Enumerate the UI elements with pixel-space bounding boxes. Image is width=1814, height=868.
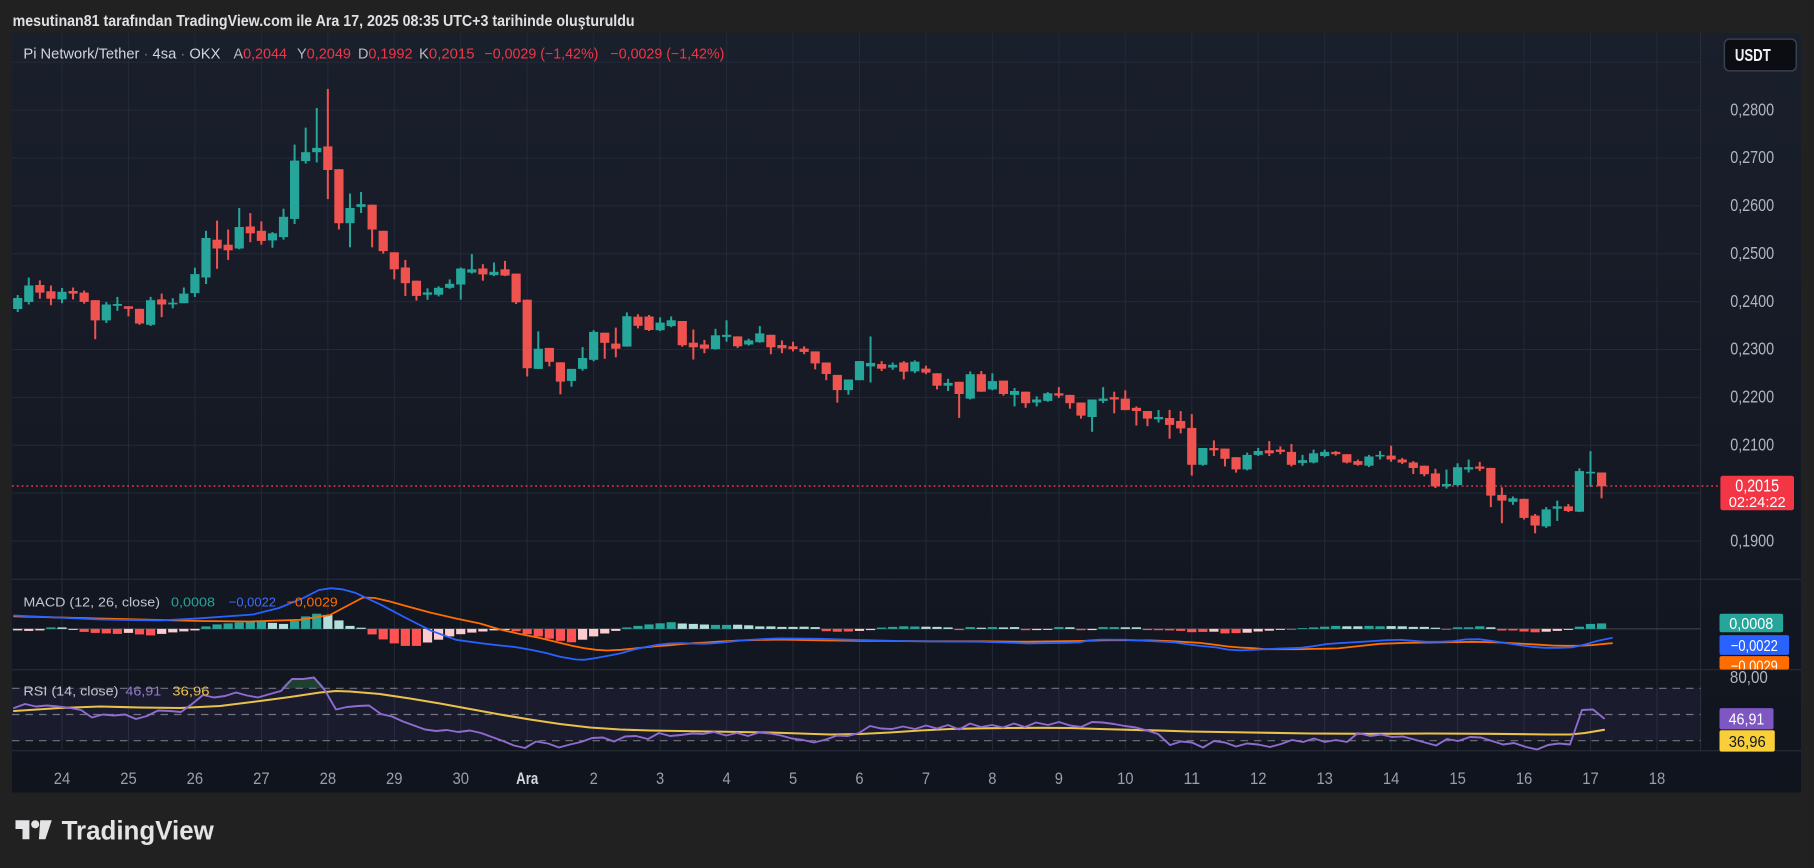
svg-text:24: 24 (54, 769, 71, 788)
svg-text:A0,2044: A0,2044 (234, 46, 288, 62)
svg-text:TradingView: TradingView (62, 816, 215, 846)
svg-text:MACD (12, 26, close): MACD (12, 26, close) (23, 594, 160, 609)
svg-text:5: 5 (789, 769, 797, 788)
svg-text:10: 10 (1117, 769, 1134, 788)
svg-text:0,2100: 0,2100 (1730, 435, 1774, 455)
svg-text:−0,0029: −0,0029 (1731, 659, 1778, 676)
svg-text:28: 28 (320, 769, 337, 788)
svg-text:K0,2015: K0,2015 (419, 46, 475, 62)
svg-text:46,91: 46,91 (1729, 712, 1765, 729)
svg-text:Ara: Ara (516, 769, 539, 788)
svg-text:−0,0022: −0,0022 (1731, 638, 1778, 655)
svg-text:2: 2 (590, 769, 598, 788)
svg-text:4: 4 (722, 769, 730, 788)
svg-text:0,2015: 0,2015 (1735, 476, 1779, 496)
svg-text:0,2500: 0,2500 (1730, 243, 1774, 263)
svg-text:27: 27 (253, 769, 270, 788)
svg-text:−0,0029 (−1,42%): −0,0029 (−1,42%) (484, 46, 598, 62)
svg-text:26: 26 (187, 769, 204, 788)
svg-text:0,2800: 0,2800 (1730, 99, 1774, 119)
svg-text:0,2600: 0,2600 (1730, 195, 1774, 215)
svg-text:9: 9 (1055, 769, 1063, 788)
svg-text:8: 8 (988, 769, 996, 788)
svg-text:7: 7 (922, 769, 930, 788)
svg-text:25: 25 (120, 769, 137, 788)
svg-text:Pi Network/Tether · 4sa · OKX: Pi Network/Tether · 4sa · OKX (23, 46, 220, 62)
svg-text:13: 13 (1316, 769, 1333, 788)
svg-text:11: 11 (1184, 769, 1201, 788)
svg-text:17: 17 (1582, 769, 1599, 788)
svg-text:0,0008: 0,0008 (1729, 616, 1773, 633)
svg-text:02:24:22: 02:24:22 (1729, 494, 1786, 511)
svg-text:3: 3 (656, 769, 664, 788)
svg-text:15: 15 (1449, 769, 1466, 788)
svg-text:18: 18 (1649, 769, 1666, 788)
svg-text:16: 16 (1516, 769, 1533, 788)
svg-text:30: 30 (452, 769, 469, 788)
svg-text:Y0,2049: Y0,2049 (297, 46, 351, 62)
svg-text:−0,0022: −0,0022 (229, 594, 276, 609)
svg-text:29: 29 (386, 769, 403, 788)
svg-text:36,96: 36,96 (172, 684, 209, 699)
svg-text:6: 6 (855, 769, 863, 788)
svg-text:−0,0029: −0,0029 (287, 594, 338, 609)
svg-text:USDT: USDT (1735, 45, 1771, 65)
svg-text:0,2300: 0,2300 (1730, 339, 1774, 359)
svg-text:0,2200: 0,2200 (1730, 387, 1774, 407)
svg-text:0,2700: 0,2700 (1730, 147, 1774, 167)
svg-text:46,91: 46,91 (125, 684, 161, 699)
svg-text:0,0008: 0,0008 (171, 594, 215, 609)
svg-text:0,1900: 0,1900 (1730, 530, 1774, 550)
svg-text:RSI (14, close): RSI (14, close) (23, 684, 118, 699)
svg-text:mesutinan81 tarafından Trading: mesutinan81 tarafından TradingView.com i… (13, 13, 635, 30)
svg-text:36,96: 36,96 (1729, 734, 1766, 751)
svg-text:−0,0029 (−1,42%): −0,0029 (−1,42%) (610, 46, 724, 62)
svg-text:14: 14 (1383, 769, 1400, 788)
svg-text:0,2400: 0,2400 (1730, 291, 1774, 311)
svg-text:D0,1992: D0,1992 (358, 46, 413, 62)
svg-text:12: 12 (1250, 769, 1267, 788)
svg-text:80,00: 80,00 (1730, 667, 1768, 687)
